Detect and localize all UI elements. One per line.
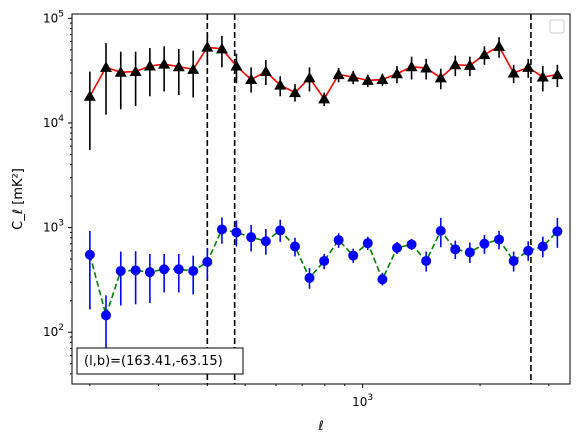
point-0-24	[434, 71, 447, 83]
y-tick-label-3: 105	[43, 9, 64, 25]
point-1-17	[333, 235, 344, 246]
point-0-16	[318, 92, 331, 104]
y-tick-label-exp-2: 4	[58, 114, 64, 124]
x-tick-label-exp-0: 3	[367, 393, 373, 403]
point-1-11	[246, 232, 257, 243]
point-1-21	[391, 242, 402, 253]
legend-box	[549, 19, 565, 34]
y-tick-label-exp-1: 3	[58, 219, 64, 229]
x-tick-label-0: 103	[352, 393, 373, 409]
point-0-31	[536, 70, 549, 82]
point-0-28	[493, 40, 506, 51]
point-1-15	[304, 272, 315, 283]
plot-frame	[71, 13, 571, 385]
point-0-32	[551, 68, 564, 80]
point-1-25	[450, 244, 461, 255]
annotation-text: (l,b)=(163.41,-63.15)	[84, 354, 223, 369]
point-1-12	[260, 236, 271, 247]
point-1-18	[348, 250, 359, 261]
point-0-17	[332, 68, 345, 80]
point-0-29	[507, 67, 520, 78]
point-0-11	[245, 73, 258, 85]
point-0-18	[347, 70, 360, 82]
series-1	[84, 217, 563, 352]
point-1-0	[84, 249, 95, 260]
point-1-8	[202, 256, 213, 267]
series-layer	[83, 34, 564, 352]
y-tick-label-0: 102	[43, 323, 64, 339]
point-1-6	[173, 264, 184, 275]
point-1-30	[523, 245, 534, 256]
vertical-lines	[206, 14, 532, 384]
point-0-10	[230, 60, 243, 71]
point-0-20	[376, 73, 389, 85]
point-1-28	[494, 234, 505, 245]
y-tick-label-base-1: 10	[43, 221, 58, 235]
series-0	[83, 34, 564, 151]
point-1-19	[362, 238, 373, 249]
point-0-7	[187, 63, 200, 74]
y-tick-label-base-0: 10	[43, 325, 58, 339]
point-0-12	[259, 65, 272, 77]
point-1-2	[115, 265, 126, 276]
point-1-14	[289, 241, 300, 252]
point-0-22	[405, 60, 418, 72]
point-0-2	[114, 66, 127, 77]
point-0-13	[274, 79, 287, 90]
point-1-10	[231, 227, 242, 238]
point-1-13	[275, 225, 286, 236]
point-0-0	[83, 90, 96, 101]
point-0-3	[129, 65, 142, 77]
x-axis-label: ℓ	[317, 419, 323, 434]
point-0-5	[158, 58, 171, 69]
point-0-19	[361, 74, 374, 85]
point-1-24	[435, 225, 446, 236]
y-tick-label-base-2: 10	[43, 116, 58, 130]
point-1-9	[216, 224, 227, 235]
point-1-23	[421, 255, 432, 266]
y-tick-label-2: 104	[43, 114, 64, 130]
point-1-20	[377, 274, 388, 285]
point-0-4	[143, 60, 156, 71]
point-1-29	[508, 255, 519, 266]
point-1-31	[537, 241, 548, 252]
y-axis-label: C_ℓ [mK²]	[11, 168, 26, 230]
point-1-22	[406, 239, 417, 250]
point-0-25	[449, 58, 462, 70]
point-0-9	[215, 42, 228, 54]
point-1-1	[101, 310, 112, 321]
point-1-4	[144, 267, 155, 278]
point-1-16	[319, 255, 330, 266]
point-1-32	[552, 226, 563, 237]
x-tick-label-base-0: 10	[352, 395, 367, 409]
annotation-box: (l,b)=(163.41,-63.15)	[76, 347, 244, 375]
y-tick-label-base-3: 10	[43, 11, 58, 25]
point-0-23	[420, 62, 433, 73]
point-0-6	[172, 60, 185, 72]
y-tick-label-exp-0: 2	[58, 323, 64, 333]
point-0-8	[201, 41, 214, 52]
point-1-3	[130, 265, 141, 276]
point-0-30	[522, 61, 535, 72]
point-0-1	[100, 61, 113, 72]
annotation-frame	[76, 347, 244, 375]
point-0-21	[390, 67, 403, 79]
point-1-5	[159, 264, 170, 275]
y-tick-label-exp-3: 5	[58, 9, 64, 19]
point-0-27	[478, 48, 491, 60]
point-1-26	[464, 247, 475, 258]
y-tick-label-1: 103	[43, 219, 64, 235]
point-0-26	[463, 59, 476, 70]
point-0-14	[288, 86, 301, 98]
point-0-15	[303, 71, 316, 83]
point-1-7	[188, 265, 199, 276]
point-1-27	[479, 238, 490, 249]
legend-frame	[549, 19, 565, 34]
